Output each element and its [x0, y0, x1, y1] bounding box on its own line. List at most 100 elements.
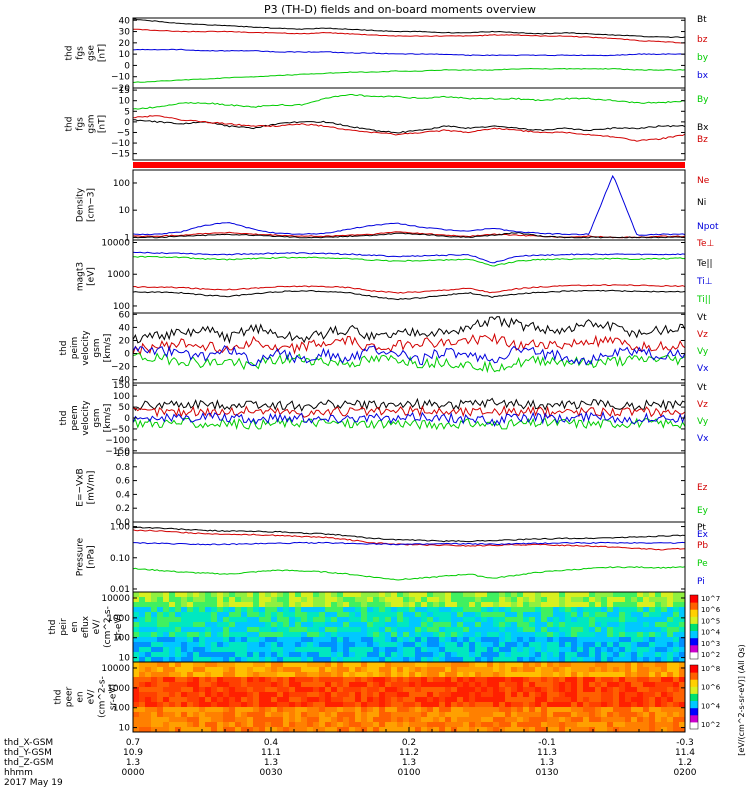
spectrogram-cell — [499, 727, 506, 733]
spectrogram-cell — [487, 632, 494, 638]
spectrogram-cell — [571, 662, 578, 668]
panel-flag — [133, 162, 685, 168]
spectrogram-cell — [277, 717, 284, 723]
spectrogram-cell — [283, 647, 290, 653]
spectrogram-cell — [367, 622, 374, 628]
spectrogram-cell — [139, 702, 146, 708]
spectrogram-cell — [199, 622, 206, 628]
spectrogram-cell — [223, 667, 230, 673]
spectrogram-cell — [475, 717, 482, 723]
spectrogram-cell — [277, 692, 284, 698]
spectrogram-cell — [145, 682, 152, 688]
series-line-Vt — [132, 397, 686, 412]
spectrogram-cell — [289, 667, 296, 673]
y-axis-label: [nPa] — [87, 545, 97, 568]
y-axis-label: gse — [87, 45, 97, 61]
spectrogram-cell — [457, 607, 464, 613]
spectrogram-cell — [505, 647, 512, 653]
spectrogram-cell — [289, 627, 296, 633]
spectrogram-cell — [679, 672, 686, 678]
spectrogram-cell — [427, 622, 434, 628]
spectrogram-cell — [373, 702, 380, 708]
spectrogram-cell — [199, 677, 206, 683]
spectrogram-cell — [337, 632, 344, 638]
spectrogram-cell — [673, 632, 680, 638]
series-line-bz — [132, 28, 686, 44]
spectrogram-cell — [247, 607, 254, 613]
spectrogram-cell — [373, 712, 380, 718]
spectrogram-cell — [289, 657, 296, 663]
spectrogram-cell — [247, 702, 254, 708]
spectrogram-cell — [247, 727, 254, 733]
spectrogram-cell — [505, 637, 512, 643]
spectrogram-cell — [331, 662, 338, 668]
spectrogram-cell — [163, 677, 170, 683]
spectrogram-cell — [631, 652, 638, 658]
y-axis-label: thd — [65, 117, 75, 132]
spectrogram-cell — [541, 692, 548, 698]
spectrogram-cell — [667, 722, 674, 728]
spectrogram-cell — [169, 672, 176, 678]
spectrogram-cell — [325, 692, 332, 698]
spectrogram-cell — [649, 692, 656, 698]
x-axis-row-label: thd_Y-GSM — [4, 748, 52, 758]
spectrogram-cell — [139, 667, 146, 673]
spectrogram-cell — [577, 697, 584, 703]
spectrogram-cell — [619, 602, 626, 608]
spectrogram-cell — [175, 612, 182, 618]
spectrogram-cell — [517, 617, 524, 623]
spectrogram-cell — [277, 712, 284, 718]
spectrogram-cell — [211, 637, 218, 643]
spectrogram-cell — [325, 592, 332, 598]
spectrogram-cell — [151, 642, 158, 648]
spectrogram-cell — [187, 707, 194, 713]
spectrogram-cell — [139, 637, 146, 643]
spectrogram-cell — [205, 722, 212, 728]
spectrogram-cell — [595, 702, 602, 708]
spectrogram-cell — [205, 657, 212, 663]
spectrogram-cell — [595, 667, 602, 673]
spectrogram-cell — [331, 722, 338, 728]
spectrogram-cell — [421, 662, 428, 668]
spectrogram-cell — [157, 607, 164, 613]
spectrogram-cell — [205, 707, 212, 713]
spectrogram-cell — [163, 637, 170, 643]
spectrogram-cell — [175, 617, 182, 623]
spectrogram-cell — [667, 667, 674, 673]
spectrogram-cell — [499, 592, 506, 598]
spectrogram-cell — [631, 667, 638, 673]
spectrogram-cell — [643, 692, 650, 698]
spectrogram-cell — [469, 697, 476, 703]
spectrogram-cell — [469, 682, 476, 688]
spectrogram-cell — [673, 672, 680, 678]
spectrogram-cell — [331, 712, 338, 718]
spectrogram-cell — [373, 622, 380, 628]
spectrogram-cell — [181, 647, 188, 653]
spectrogram-cell — [331, 612, 338, 618]
spectrogram-cell — [295, 602, 302, 608]
spectrogram-cell — [547, 627, 554, 633]
spectrogram-cell — [211, 647, 218, 653]
spectrogram-cell — [631, 717, 638, 723]
spectrogram-cell — [505, 717, 512, 723]
spectrogram-cell — [319, 687, 326, 693]
spectrogram-cell — [175, 632, 182, 638]
spectrogram-cell — [295, 677, 302, 683]
spectrogram-cell — [151, 692, 158, 698]
spectrogram-cell — [331, 652, 338, 658]
spectrogram-cell — [481, 682, 488, 688]
spectrogram-cell — [397, 707, 404, 713]
spectrogram-cell — [313, 712, 320, 718]
spectrogram-cell — [433, 637, 440, 643]
spectrogram-cell — [235, 652, 242, 658]
spectrogram-cell — [643, 617, 650, 623]
spectrogram-cell — [487, 627, 494, 633]
spectrogram-cell — [355, 622, 362, 628]
spectrogram-cell — [133, 702, 140, 708]
spectrogram-cell — [523, 632, 530, 638]
spectrogram-cell — [409, 687, 416, 693]
